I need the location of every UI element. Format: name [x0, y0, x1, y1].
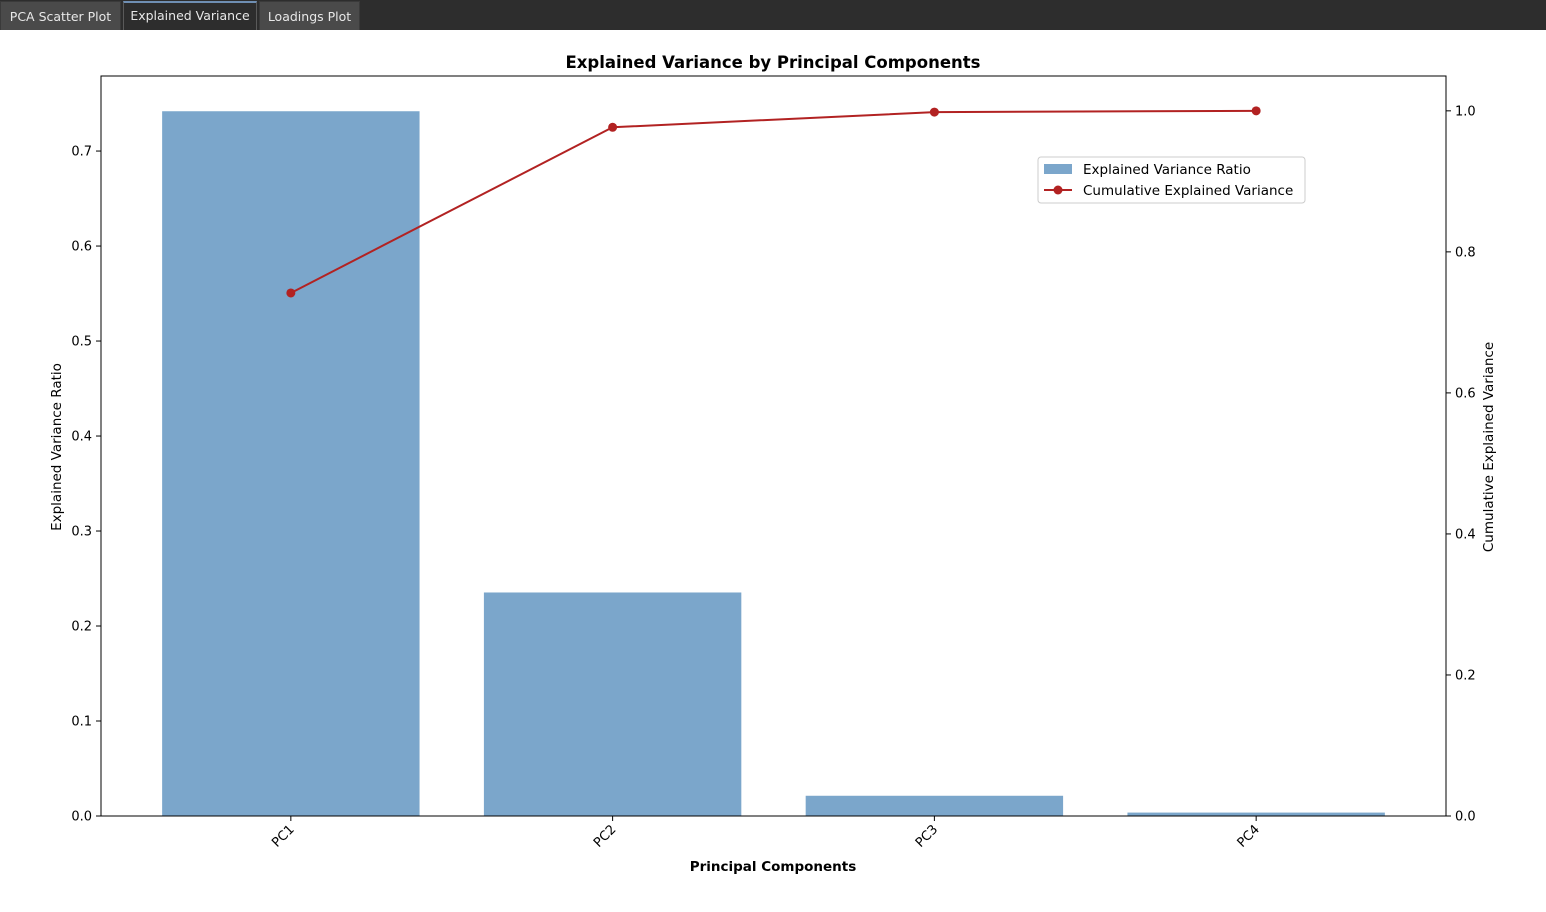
x-tick-label: PC1	[269, 822, 297, 850]
x-tick-label: PC4	[1235, 822, 1263, 850]
y-tick-label: 0.3	[71, 525, 92, 540]
legend-swatch-marker	[1053, 185, 1063, 195]
legend-box	[1037, 156, 1306, 204]
y-tick-label: 0.1	[71, 715, 92, 730]
legend-swatch-bar	[1044, 164, 1072, 174]
cumulative-variance-line	[290, 109, 1257, 294]
cumulative-point-pc3	[929, 107, 939, 117]
y-axis-label: Explained Variance Ratio	[49, 363, 65, 531]
bar-pc4	[1127, 812, 1385, 816]
tab-bar: PCA Scatter Plot Explained Variance Load…	[0, 0, 1546, 30]
y2-tick-label: 0.8	[1455, 245, 1476, 260]
y2-tick-label: 0.2	[1455, 668, 1476, 683]
x-tick-label: PC2	[591, 822, 619, 850]
bar-pc1	[162, 111, 420, 817]
y-tick-label: 0.4	[71, 430, 92, 445]
y-tick-label: 0.2	[71, 620, 92, 635]
tab-explained-variance[interactable]: Explained Variance	[123, 1, 257, 30]
y-tick-label: 0.7	[71, 145, 92, 160]
cumulative-point-pc2	[608, 122, 618, 132]
y2-tick-label: 0.6	[1455, 386, 1476, 401]
y-tick-label: 0.0	[71, 810, 92, 825]
legend-label-bar: Explained Variance Ratio	[1083, 162, 1251, 178]
tab-loadings-plot[interactable]: Loadings Plot	[259, 1, 360, 30]
explained-variance-chart: Explained Variance by Principal Componen…	[49, 53, 1497, 875]
bar-pc3	[805, 795, 1064, 816]
y-tick-label: 0.6	[71, 240, 92, 255]
y-tick-label: 0.5	[71, 335, 92, 350]
legend-label-line: Cumulative Explained Variance	[1083, 183, 1293, 199]
y2-tick-label: 0.4	[1455, 527, 1476, 542]
y2-axis-label: Cumulative Explained Variance	[1481, 342, 1497, 552]
plot-frame	[100, 75, 1447, 817]
x-tick-label: PC3	[913, 822, 941, 850]
bar-pc2	[483, 592, 742, 816]
tab-pca-scatter-plot[interactable]: PCA Scatter Plot	[0, 1, 121, 30]
y2-tick-label: 0.0	[1455, 810, 1476, 825]
chart-area: Explained Variance by Principal Componen…	[0, 30, 1546, 908]
y2-tick-label: 1.0	[1455, 104, 1476, 119]
cumulative-point-pc1	[286, 288, 296, 298]
x-axis-label: Principal Components	[690, 859, 857, 875]
chart-title: Explained Variance by Principal Componen…	[566, 53, 981, 72]
cumulative-point-pc4	[1251, 106, 1261, 116]
